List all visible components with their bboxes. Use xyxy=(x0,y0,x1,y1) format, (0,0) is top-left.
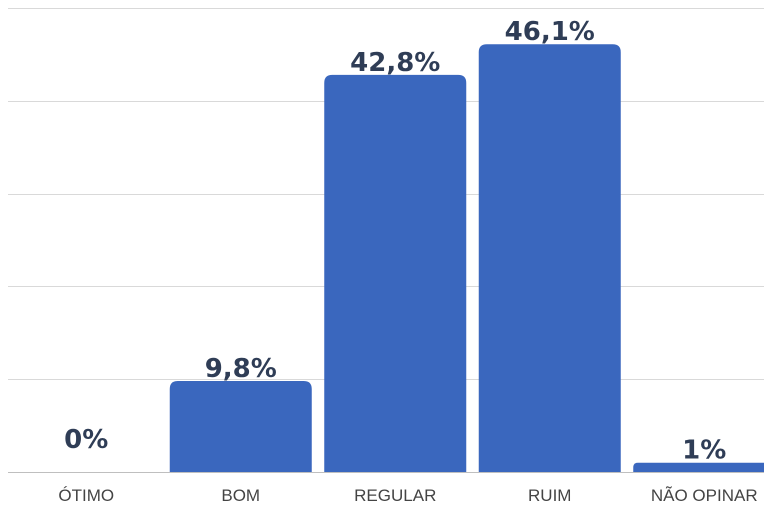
data-labels: 0% 9,8% 42,8% 46,1% 1% xyxy=(64,17,726,466)
x-tick-label-4: NÃO OPINAR xyxy=(651,486,758,505)
x-tick-label-3: RUIM xyxy=(528,486,571,505)
bar-4 xyxy=(633,462,764,472)
bar-3 xyxy=(478,44,621,472)
bar-1 xyxy=(169,381,312,472)
x-tick-label-1: BOM xyxy=(221,486,260,505)
bar-2 xyxy=(324,74,467,472)
x-tick-label-0: ÓTIMO xyxy=(58,486,114,505)
x-axis-tick-labels: ÓTIMO BOM REGULAR RUIM NÃO OPINAR xyxy=(58,486,757,505)
data-label-4: 1% xyxy=(682,436,726,466)
bars xyxy=(169,44,764,472)
data-label-2: 42,8% xyxy=(350,48,440,78)
data-label-3: 46,1% xyxy=(505,17,595,47)
x-tick-label-2: REGULAR xyxy=(354,486,436,505)
data-label-0: 0% xyxy=(64,425,108,455)
data-label-1: 9,8% xyxy=(205,354,277,384)
